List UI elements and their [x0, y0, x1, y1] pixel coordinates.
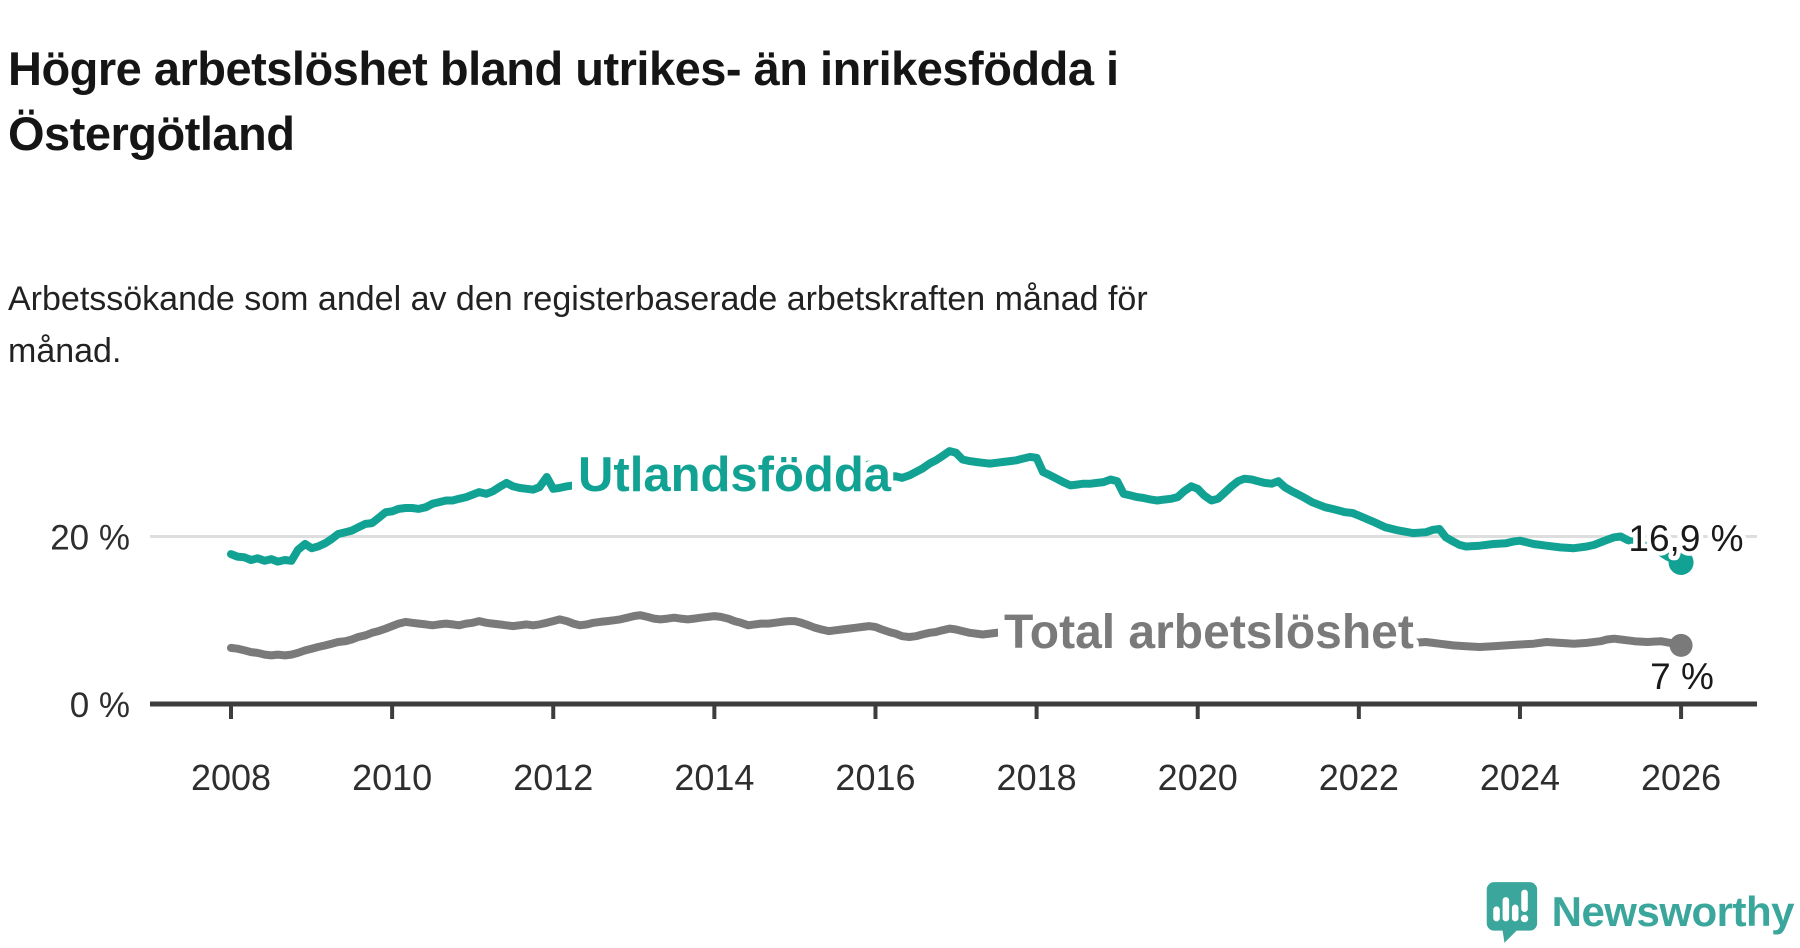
page-title: Högre arbetslöshet bland utrikes- än inr… — [8, 42, 1119, 160]
series-label-total-arbetsloshet: Total arbetslöshet — [1004, 606, 1414, 659]
series-label-utlandsfodda: Utlandsfödda — [578, 448, 892, 502]
x-tick-label: 2022 — [1319, 757, 1399, 798]
y-tick-label: 0 % — [70, 686, 130, 725]
x-tick-label: 2016 — [835, 757, 915, 798]
end-value-label-total: 7 % — [1650, 656, 1714, 697]
x-axis-tick-labels: 2008 2010 2012 2014 2016 2018 2020 2022 2024 2026 — [191, 757, 1721, 798]
newsworthy-logo: Newsworthy — [1483, 880, 1795, 944]
x-tick-label: 2026 — [1641, 757, 1721, 798]
newsworthy-speech-bubble-bar-chart-icon — [1486, 882, 1537, 943]
y-axis-tick-labels: 20 % 0 % — [50, 519, 130, 726]
series-line-utlandsfodda — [227, 447, 1686, 567]
series-line-total-arbetsloshet — [227, 611, 1686, 660]
x-tick-label: 2014 — [674, 757, 754, 798]
chart-subtitle: Arbetssökande som andel av den registerb… — [8, 280, 1148, 370]
x-tick-label: 2012 — [513, 757, 593, 798]
x-tick-label: 2018 — [997, 757, 1077, 798]
newsworthy-brand-text: Newsworthy — [1551, 888, 1795, 935]
x-tick-label: 2010 — [352, 757, 432, 798]
y-tick-label: 20 % — [50, 519, 130, 558]
x-axis-ticks — [229, 704, 1684, 719]
x-tick-label: 2008 — [191, 757, 271, 798]
bar-chart-glyph — [1492, 889, 1528, 923]
x-tick-label: 2020 — [1158, 757, 1238, 798]
x-tick-label: 2024 — [1480, 757, 1560, 798]
utlandsfodda-label-mask — [572, 449, 864, 499]
series-end-dot-utlandsfodda — [1668, 549, 1694, 575]
series-end-dots — [1668, 549, 1694, 657]
total-label-mask — [998, 611, 1388, 657]
series-lines — [227, 447, 1686, 660]
end-value-label-utlandsfodda: 16,9 % — [1628, 518, 1743, 559]
series-end-dot-total-arbetsloshet — [1669, 633, 1693, 657]
